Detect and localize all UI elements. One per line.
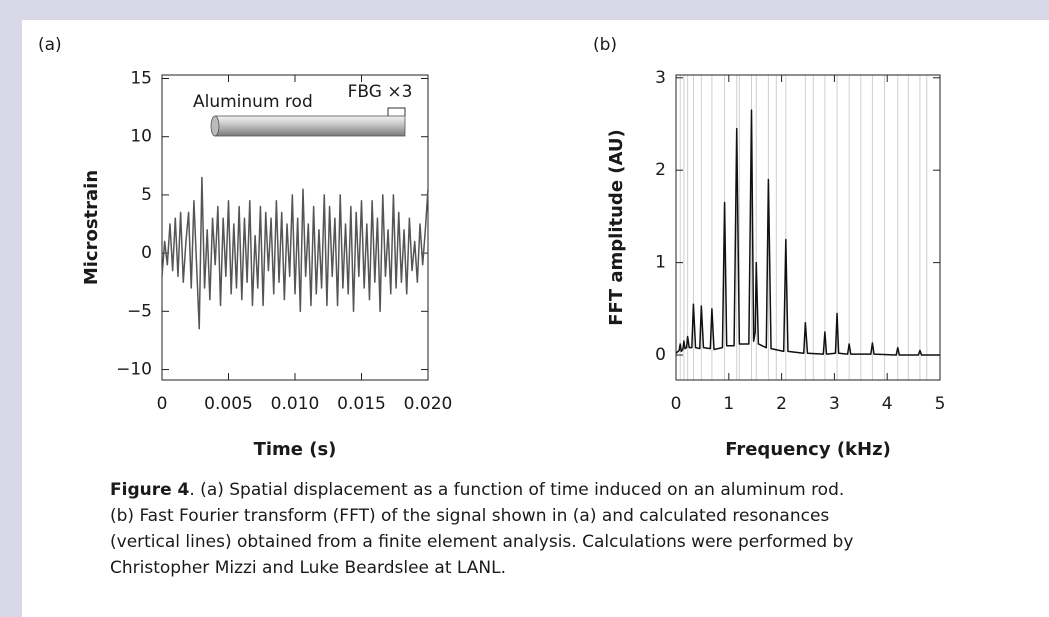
y-tick-label: 0 [655, 345, 666, 365]
x-tick-label: 3 [829, 394, 840, 414]
caption-text: . (a) Spatial displacement as a function… [189, 480, 844, 500]
annotation: FBG ×3 [348, 82, 413, 102]
rod [214, 115, 406, 137]
x-tick-label: 0.005 [204, 394, 253, 414]
y-tick-label: 5 [141, 185, 152, 205]
y-tick-label: 0 [141, 243, 152, 263]
y-tick-label: 3 [655, 68, 666, 88]
y-tick-label: 10 [130, 127, 152, 147]
x-axis-label: Time (s) [254, 439, 337, 460]
panel-label: (a) [38, 35, 62, 55]
plot-frame [675, 74, 941, 381]
x-tick-label: 5 [935, 394, 946, 414]
y-tick-label: 1 [655, 253, 666, 273]
y-tick-label: 2 [655, 160, 666, 180]
rod-illustration [210, 107, 406, 137]
caption-line: Christopher Mizzi and Luke Beardslee at … [110, 558, 506, 578]
y-axis-label: Microstrain [81, 170, 102, 285]
y-tick-label: −5 [127, 301, 152, 321]
caption-line: Figure 4. (a) Spatial displacement as a … [110, 480, 844, 500]
annotation: Aluminum rod [193, 92, 313, 112]
panel-label: (b) [593, 35, 617, 55]
x-tick-label: 2 [776, 394, 787, 414]
left-band [0, 0, 22, 617]
y-tick-label: −10 [116, 360, 152, 380]
y-axis-label: FFT amplitude (AU) [606, 129, 627, 326]
caption-line: (b) Fast Fourier transform (FFT) of the … [110, 506, 829, 526]
x-tick-label: 0.020 [404, 394, 453, 414]
y-tick-label: 15 [130, 68, 152, 88]
caption-line: (vertical lines) obtained from a finite … [110, 532, 853, 552]
fbg-bracket [387, 107, 406, 116]
x-tick-label: 4 [882, 394, 893, 414]
x-tick-label: 0.015 [337, 394, 386, 414]
data-line [161, 176, 429, 330]
top-band [0, 0, 1049, 20]
data-line [675, 109, 940, 356]
x-tick-label: 0 [671, 394, 682, 414]
caption-label: Figure 4 [110, 480, 190, 500]
x-tick-label: 0.010 [271, 394, 320, 414]
x-tick-label: 0 [157, 394, 168, 414]
rod-end [210, 115, 220, 137]
x-axis-label: Frequency (kHz) [725, 439, 891, 460]
x-tick-label: 1 [723, 394, 734, 414]
